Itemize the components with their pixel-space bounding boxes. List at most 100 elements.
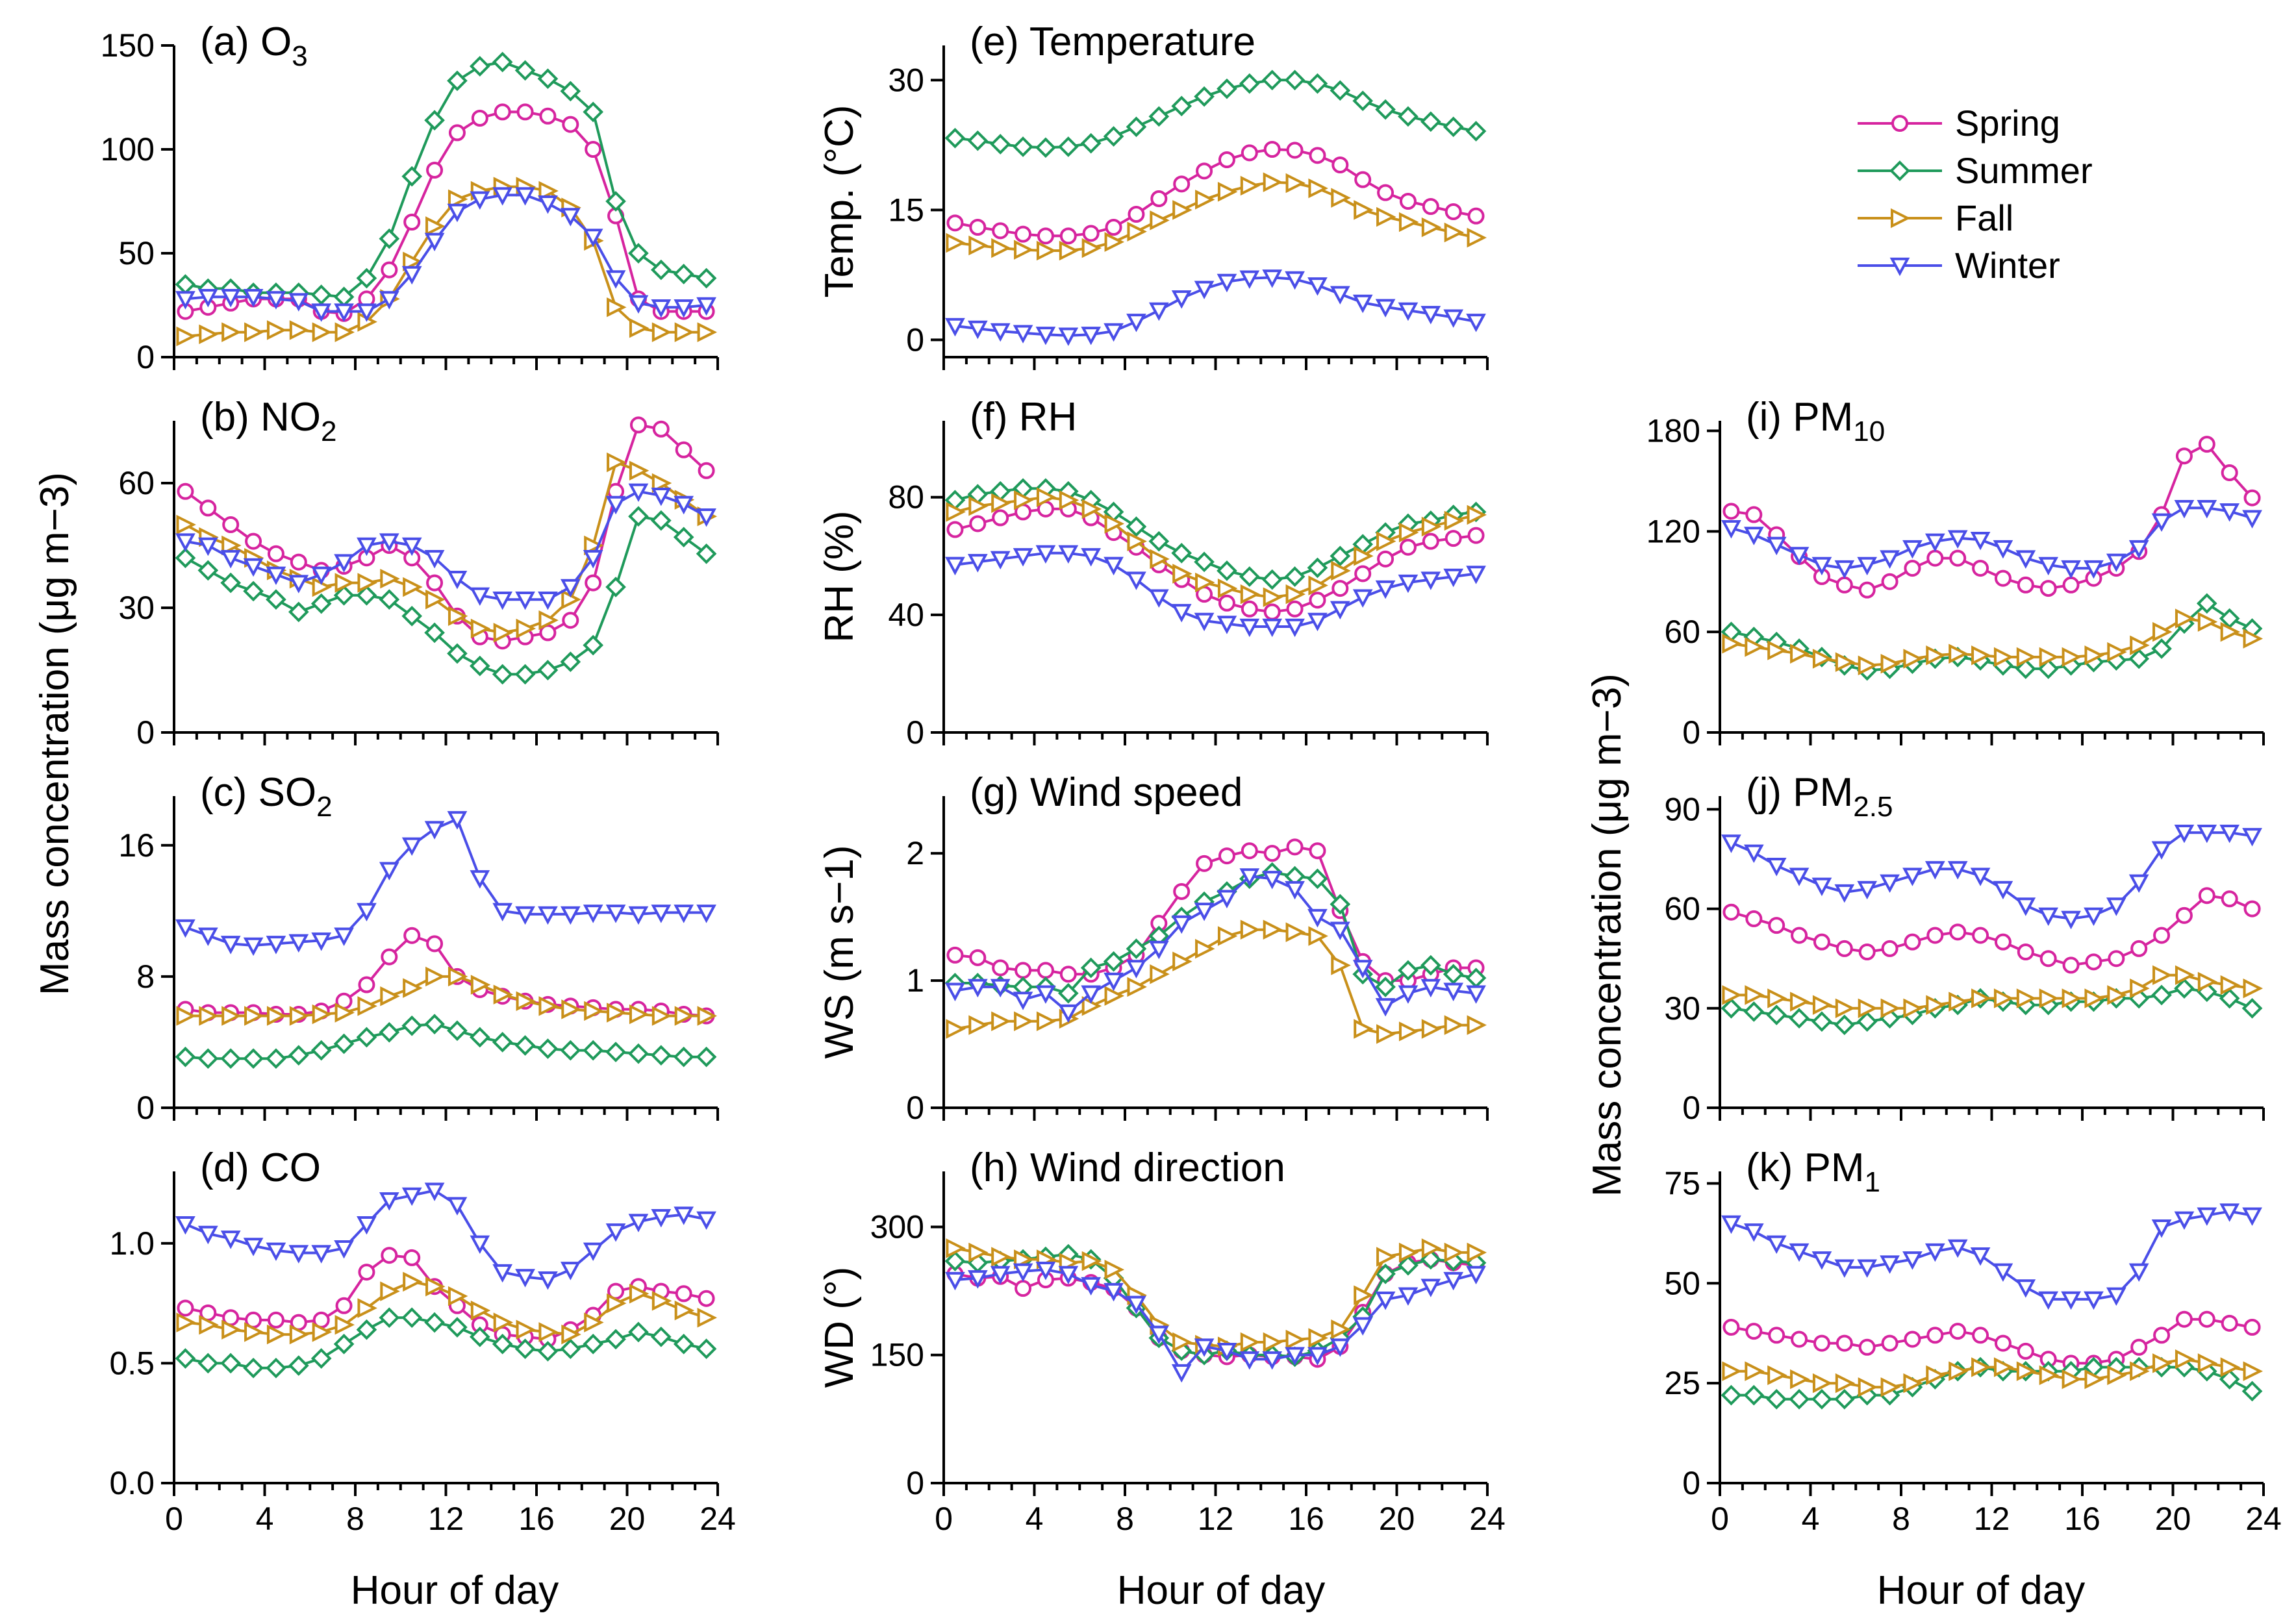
data-point-fall: [1059, 490, 1079, 510]
data-point-spring: [698, 1290, 715, 1307]
data-point-winter: [1104, 972, 1124, 992]
data-point-spring: [403, 214, 421, 231]
data-point-summer: [1261, 569, 1283, 590]
data-point-fall: [1263, 919, 1283, 940]
y-tick-label: 2: [906, 835, 924, 871]
data-point-winter: [945, 318, 965, 337]
data-point-spring: [2062, 956, 2080, 974]
data-point-summer: [1420, 955, 1441, 976]
data-point-fall: [968, 1242, 989, 1263]
series-winter: [945, 868, 1486, 1023]
data-point-winter: [1970, 532, 1991, 551]
data-point-fall: [1127, 221, 1147, 242]
data-point-summer: [650, 259, 672, 281]
data-point-winter: [515, 1269, 535, 1288]
data-point-summer: [583, 1334, 604, 1355]
data-point-fall: [1903, 1373, 1923, 1393]
data-point-spring: [1309, 147, 1326, 164]
data-point-summer: [492, 1334, 513, 1355]
data-point-spring: [1467, 207, 1485, 225]
series-fall: [176, 1271, 718, 1345]
data-point-spring: [2108, 950, 2125, 968]
data-point-winter: [220, 936, 241, 955]
data-point-fall: [2243, 1361, 2264, 1381]
data-point-fall: [403, 978, 423, 998]
data-point-fall: [2039, 647, 2060, 668]
data-point-winter: [967, 554, 988, 573]
data-point-winter: [243, 289, 264, 308]
data-point-summer: [356, 268, 377, 289]
data-point-spring: [1309, 592, 1326, 609]
data-point-fall: [1722, 985, 1742, 1005]
data-point-winter: [1924, 1243, 1945, 1262]
series-summer: [1721, 593, 2263, 681]
data-point-winter: [1217, 890, 1237, 908]
data-point-spring: [1813, 1334, 1830, 1352]
data-point-fall: [1331, 955, 1351, 975]
legend-label: Fall: [1955, 197, 2013, 238]
data-point-spring: [1745, 910, 1763, 927]
legend-marker-spring: [1891, 115, 1908, 132]
data-point-winter: [2084, 907, 2104, 927]
series-line-summer: [954, 487, 1476, 581]
data-point-winter: [1834, 560, 1855, 579]
data-point-winter: [1081, 548, 1102, 567]
data-point-spring: [1858, 943, 1876, 960]
data-point-fall: [561, 1324, 581, 1345]
data-point-winter: [1013, 1263, 1033, 1282]
data-point-summer: [1465, 121, 1487, 142]
data-point-spring: [1286, 142, 1304, 159]
legend-marker-winter: [1889, 257, 1910, 277]
series-winter: [945, 269, 1486, 346]
data-point-spring: [1173, 175, 1191, 193]
data-point-summer: [1420, 111, 1441, 132]
data-point-fall: [607, 452, 627, 473]
data-point-winter: [2106, 553, 2126, 572]
x-tick-label: 20: [609, 1501, 646, 1537]
data-point-fall: [2130, 635, 2150, 656]
data-point-winter: [1443, 1271, 1464, 1291]
data-point-summer: [175, 1348, 196, 1369]
data-point-winter: [288, 1245, 309, 1264]
data-point-winter: [197, 537, 218, 556]
data-point-summer: [1013, 136, 1033, 157]
data-point-winter: [1126, 314, 1146, 332]
data-point-summer: [1103, 951, 1124, 972]
data-point-spring: [494, 103, 511, 121]
data-point-fall: [334, 322, 355, 342]
data-point-fall: [334, 573, 355, 593]
data-point-fall: [946, 232, 966, 253]
data-point-winter: [628, 483, 649, 503]
data-point-summer: [1330, 545, 1351, 567]
x-tick-label: 24: [1469, 1501, 1506, 1537]
data-point-fall: [1036, 1011, 1057, 1032]
data-point-fall: [946, 1238, 966, 1258]
data-point-summer: [1443, 116, 1464, 138]
data-point-fall: [1812, 1373, 1833, 1393]
data-point-spring: [1263, 603, 1281, 621]
y-tick-label: 1.0: [109, 1225, 155, 1262]
data-point-winter: [2084, 1291, 2104, 1310]
data-point-winter: [2219, 1203, 2240, 1222]
data-point-spring: [992, 509, 1009, 527]
data-point-fall: [1127, 531, 1147, 551]
data-point-fall: [1812, 995, 1833, 1015]
panel-c: 0 8 16 (c) SO2: [118, 770, 719, 1126]
data-point-spring: [267, 1311, 284, 1329]
data-point-fall: [470, 975, 491, 995]
data-point-spring: [1444, 530, 1462, 547]
panel-title-b: (b) NO2: [200, 395, 336, 447]
data-point-winter: [1857, 1259, 1878, 1278]
data-point-fall: [1150, 210, 1170, 231]
data-point-winter: [1947, 1239, 1968, 1258]
data-point-winter: [605, 270, 626, 289]
data-point-fall: [244, 1322, 264, 1342]
y-tick-label: 0: [136, 339, 155, 375]
data-point-fall: [1421, 1019, 1442, 1039]
data-point-spring: [1745, 1323, 1763, 1340]
series-fall: [1722, 1349, 2264, 1397]
y-tick-label: 50: [118, 235, 155, 271]
data-point-summer: [1103, 126, 1124, 147]
data-point-summer: [696, 1338, 717, 1360]
data-point-winter: [1352, 1317, 1373, 1336]
